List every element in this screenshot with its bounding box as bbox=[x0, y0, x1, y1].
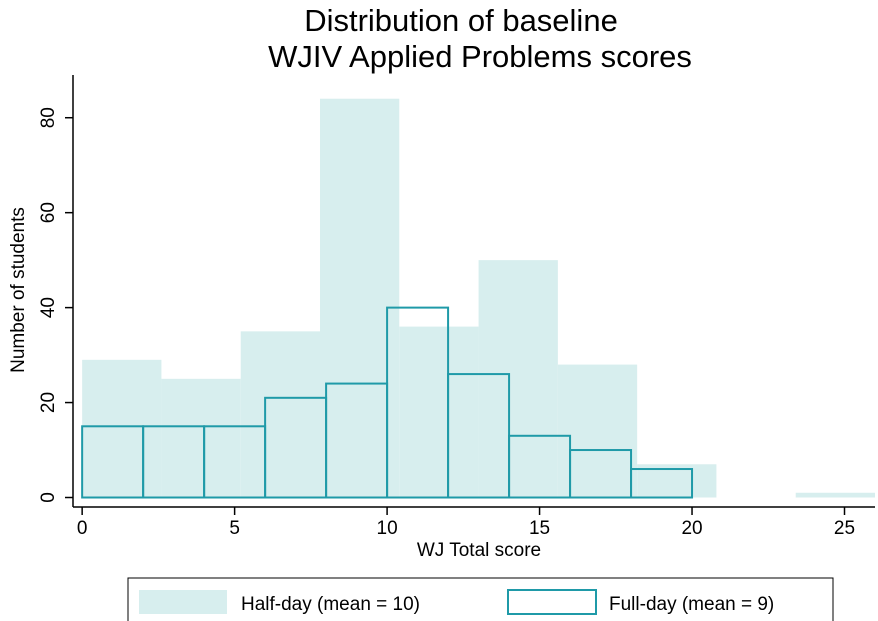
x-tick-label: 5 bbox=[229, 518, 240, 539]
y-axis-ticks: 0 20 40 60 80 bbox=[38, 107, 73, 503]
half-day-bar-4 bbox=[399, 326, 479, 498]
full-day-bar-9 bbox=[630, 468, 694, 499]
x-tick-label: 10 bbox=[377, 518, 398, 539]
legend-full-day-label: Full-day (mean = 9) bbox=[609, 594, 774, 615]
half-day-bar-5 bbox=[478, 260, 558, 498]
x-tick-label: 15 bbox=[529, 518, 550, 539]
legend-half-day-label: Half-day (mean = 10) bbox=[241, 594, 420, 615]
half-day-bar-6 bbox=[557, 364, 638, 498]
y-tick-label: 20 bbox=[38, 392, 59, 413]
legend-full-day-swatch bbox=[507, 589, 597, 615]
x-axis-ticks: 0 5 10 15 20 25 bbox=[77, 507, 855, 539]
half-day-bar-0 bbox=[82, 359, 162, 498]
y-tick-label: 80 bbox=[38, 107, 59, 128]
half-day-bar-3 bbox=[320, 98, 400, 498]
y-tick-label: 0 bbox=[38, 492, 59, 503]
chart-title-line-2: WJIV Applied Problems scores bbox=[268, 39, 692, 74]
x-tick-label: 25 bbox=[834, 518, 855, 539]
x-axis-label: WJ Total score bbox=[417, 540, 541, 561]
legend: Half-day (mean = 10) Full-day (mean = 9) bbox=[127, 577, 834, 621]
y-tick-label: 60 bbox=[38, 202, 59, 223]
y-axis-label: Number of students bbox=[8, 207, 29, 373]
half-day-bar-2 bbox=[240, 331, 321, 498]
x-tick-label: 20 bbox=[681, 518, 702, 539]
legend-half-day-swatch bbox=[139, 590, 227, 614]
full-day-bars bbox=[81, 306, 694, 499]
half-day-bar-9 bbox=[795, 492, 875, 498]
half-day-bars bbox=[82, 98, 875, 498]
legend-frame bbox=[127, 577, 834, 621]
y-tick-label: 40 bbox=[38, 297, 59, 318]
half-day-bar-1 bbox=[161, 378, 241, 498]
chart-title-line-1: Distribution of baseline bbox=[304, 3, 618, 38]
x-tick-label: 0 bbox=[77, 518, 88, 539]
